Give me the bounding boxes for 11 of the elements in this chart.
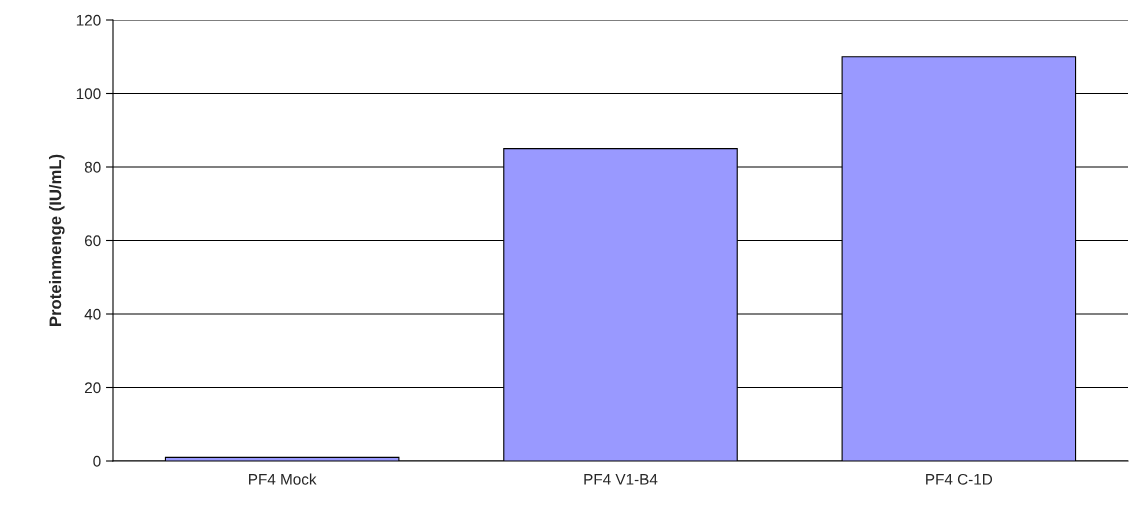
y-tick-label: 60 <box>84 235 101 247</box>
y-tick-label: 100 <box>76 88 101 100</box>
y-tick-label: 40 <box>84 308 101 320</box>
y-tick-label: 0 <box>93 455 101 467</box>
x-tick-label: PF4 V1-B4 <box>584 474 658 485</box>
y-tick-label: 20 <box>84 382 101 394</box>
x-tick-label: PF4 C-1D <box>926 473 993 485</box>
x-tick-label: PF4 Mock <box>249 473 317 485</box>
y-axis-title: Proteinmenge (IU/mL) <box>48 154 65 326</box>
y-tick-label: 120 <box>76 14 101 26</box>
y-tick-label: 80 <box>84 161 101 173</box>
